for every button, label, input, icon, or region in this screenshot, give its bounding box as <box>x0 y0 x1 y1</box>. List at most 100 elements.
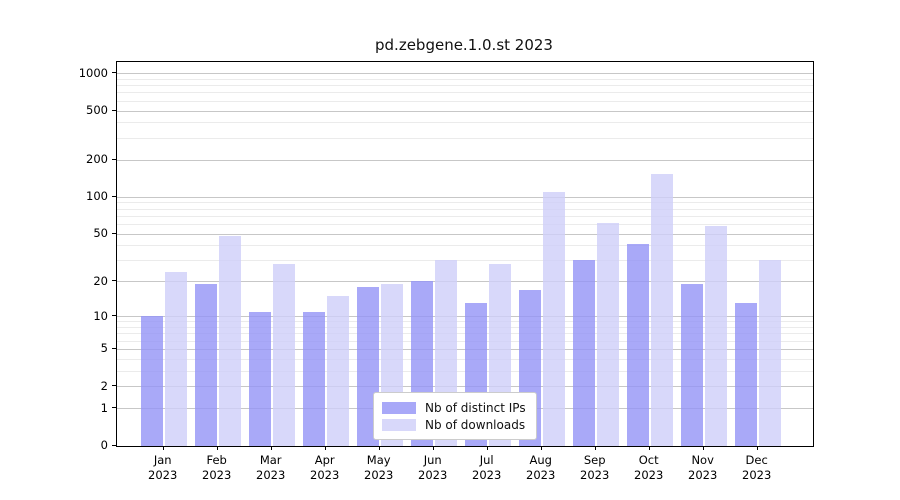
bar-downloads-apr <box>326 296 349 446</box>
gridline-minor <box>117 100 813 102</box>
x-tick-month: Dec <box>745 453 768 467</box>
y-tick-mark <box>112 444 116 446</box>
x-tick-label: Mar 2023 <box>244 453 298 483</box>
bar-distinct-ips-feb <box>194 284 217 446</box>
x-tick-month: Jan <box>153 453 172 467</box>
x-tick-label: Jun 2023 <box>406 453 460 483</box>
gridline-major <box>117 159 813 161</box>
gridline-minor <box>117 260 813 262</box>
x-tick-mark <box>702 446 704 450</box>
bar-downloads-aug <box>542 191 565 446</box>
gridline-minor <box>117 92 813 94</box>
x-tick-mark <box>270 446 272 450</box>
bar-distinct-ips-oct <box>626 244 649 446</box>
legend-item: Nb of distinct IPs <box>382 399 526 416</box>
bar-downloads-nov <box>704 225 727 446</box>
x-tick-mark <box>756 446 758 450</box>
bar-downloads-dec <box>758 260 781 446</box>
x-tick-label: Sep 2023 <box>568 453 622 483</box>
x-tick-year: 2023 <box>418 468 448 482</box>
x-tick-label: Jul 2023 <box>460 453 514 483</box>
x-tick-label: Oct 2023 <box>622 453 676 483</box>
x-tick-label: Nov 2023 <box>676 453 730 483</box>
gridline-major <box>117 233 813 235</box>
y-tick-label: 0 <box>100 438 108 452</box>
x-tick-label: Apr 2023 <box>298 453 352 483</box>
y-tick-label: 10 <box>93 308 108 323</box>
bar-downloads-jan <box>164 272 187 446</box>
bar-downloads-oct <box>650 173 673 446</box>
x-tick-label: May 2023 <box>352 453 406 483</box>
y-tick-mark <box>112 347 116 349</box>
x-tick-label: Aug 2023 <box>514 453 568 483</box>
legend-swatch-downloads <box>382 418 416 431</box>
y-tick-label: 1000 <box>78 65 108 80</box>
gridline-minor <box>117 215 813 217</box>
bar-downloads-feb <box>218 235 241 446</box>
x-tick-year: 2023 <box>202 468 232 482</box>
y-tick-mark <box>112 232 116 234</box>
gridline-major <box>117 196 813 198</box>
legend: Nb of distinct IPs Nb of downloads <box>373 392 537 440</box>
y-tick-label: 500 <box>86 102 108 117</box>
x-tick-year: 2023 <box>742 468 772 482</box>
x-tick-year: 2023 <box>580 468 610 482</box>
gridline-major <box>117 110 813 112</box>
y-tick-label: 20 <box>93 273 108 288</box>
x-tick-label: Dec 2023 <box>730 453 784 483</box>
bar-distinct-ips-nov <box>680 284 703 446</box>
x-tick-year: 2023 <box>364 468 394 482</box>
y-tick-label: 1 <box>100 400 108 415</box>
x-tick-year: 2023 <box>472 468 502 482</box>
x-tick-mark <box>378 446 380 450</box>
x-tick-year: 2023 <box>688 468 718 482</box>
y-tick-mark <box>112 195 116 197</box>
x-tick-mark <box>648 446 650 450</box>
chart-title: pd.zebgene.1.0.st 2023 <box>375 36 553 54</box>
x-tick-month: Apr <box>314 453 335 467</box>
y-tick-label: 100 <box>86 189 108 204</box>
gridline-major <box>117 73 813 75</box>
x-tick-year: 2023 <box>148 468 178 482</box>
x-tick-month: Feb <box>206 453 227 467</box>
x-tick-label: Jan 2023 <box>136 453 190 483</box>
gridline-minor <box>117 223 813 225</box>
x-tick-month: Mar <box>259 453 282 467</box>
bar-downloads-sep <box>596 223 619 446</box>
gridline-major <box>117 281 813 283</box>
x-tick-year: 2023 <box>634 468 664 482</box>
legend-item: Nb of downloads <box>382 416 526 433</box>
x-tick-mark <box>486 446 488 450</box>
y-tick-mark <box>112 158 116 160</box>
plot-area <box>116 61 814 447</box>
y-tick-label: 50 <box>93 226 108 241</box>
x-tick-month: Sep <box>583 453 606 467</box>
gridline-minor <box>117 208 813 210</box>
gridline-minor <box>117 202 813 204</box>
bar-downloads-mar <box>272 264 295 446</box>
y-tick-mark <box>112 72 116 74</box>
x-tick-year: 2023 <box>310 468 340 482</box>
bar-distinct-ips-jan <box>140 316 163 446</box>
x-tick-year: 2023 <box>526 468 556 482</box>
legend-swatch-distinct-ips <box>382 401 416 414</box>
gridline-minor <box>117 137 813 139</box>
x-tick-mark <box>594 446 596 450</box>
y-tick-mark <box>112 109 116 111</box>
x-tick-year: 2023 <box>256 468 286 482</box>
x-tick-mark <box>162 446 164 450</box>
x-tick-mark <box>216 446 218 450</box>
gridline-minor <box>117 85 813 87</box>
bar-distinct-ips-apr <box>302 311 325 446</box>
bar-distinct-ips-sep <box>572 260 595 446</box>
x-tick-label: Feb 2023 <box>190 453 244 483</box>
legend-label: Nb of downloads <box>425 417 526 432</box>
x-tick-mark <box>324 446 326 450</box>
y-tick-mark <box>112 385 116 387</box>
x-tick-month: Jul <box>479 453 494 467</box>
y-tick-mark <box>112 280 116 282</box>
bar-distinct-ips-dec <box>734 303 757 446</box>
gridline-minor <box>117 122 813 124</box>
legend-label: Nb of distinct IPs <box>425 400 526 415</box>
x-tick-month: May <box>366 453 391 467</box>
